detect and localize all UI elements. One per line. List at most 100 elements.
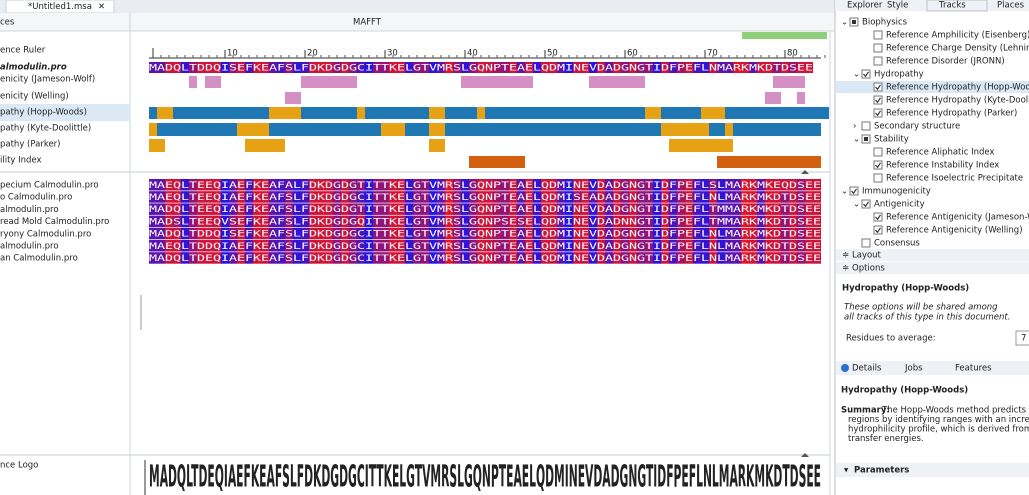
checkbox[interactable]: [873, 173, 883, 183]
tree-label[interactable]: Reference Antigenicity (Jameson-Wolf): [886, 213, 1029, 223]
tab-title[interactable]: *Untitled1.msa: [28, 2, 92, 12]
residue-cell: [557, 179, 565, 191]
scroll-overview[interactable]: [742, 32, 827, 39]
side-tab[interactable]: Tracks: [938, 1, 966, 11]
checkbox[interactable]: [873, 95, 883, 105]
tree-expander[interactable]: ⌄: [853, 200, 860, 210]
residue-cell: [429, 252, 437, 264]
details-tab[interactable]: Features: [955, 364, 992, 374]
residue-cell: [437, 203, 445, 215]
tree-label[interactable]: Consensus: [874, 239, 920, 249]
residue-cell: [261, 191, 269, 203]
residue-cell: [741, 215, 749, 228]
section-title[interactable]: Options: [852, 264, 885, 274]
track-segment: [461, 76, 533, 88]
sequence: MADQLTEEQIAEFKEAFSLFDKDGDGTITTKELGTVMRSL…: [149, 205, 821, 215]
checkbox[interactable]: [873, 43, 883, 53]
residue-cell: [485, 203, 493, 215]
tree-label[interactable]: Reference Amphilicity (Eisenberg): [886, 31, 1029, 41]
residue-cell: [701, 252, 709, 264]
track-name: ence Ruler: [0, 46, 46, 56]
tree-label[interactable]: Reference Hydropathy (Hopp-Woods): [886, 83, 1029, 93]
checkbox[interactable]: [861, 199, 871, 209]
residue-cell: [493, 62, 501, 73]
tree-expander[interactable]: ⌄: [841, 18, 848, 28]
checkbox[interactable]: [873, 160, 883, 170]
residue-cell: [581, 215, 589, 228]
residue-cell: [221, 62, 229, 73]
tree-label[interactable]: Reference Isoelectric Precipitate: [886, 174, 1023, 184]
residue-cell: [685, 179, 693, 191]
tree-label[interactable]: Reference Charge Density (Lehninger): [886, 44, 1029, 54]
options-note: These options will be shared among: [844, 303, 998, 313]
tree-label[interactable]: Reference Antigenicity (Welling): [886, 226, 1023, 236]
tree-label[interactable]: Reference Instability Index: [886, 161, 999, 171]
residue-cell: [693, 203, 701, 215]
tree-label[interactable]: Stability: [874, 135, 909, 145]
checkbox[interactable]: [861, 69, 871, 79]
side-tab[interactable]: Places: [997, 1, 1025, 11]
residue-cell: [677, 240, 685, 252]
tab-close[interactable]: ✕: [98, 2, 105, 12]
residue-cell: [165, 62, 173, 73]
section-title[interactable]: Layout: [852, 251, 882, 261]
parameters-title[interactable]: Parameters: [854, 466, 909, 476]
residue-cell: [509, 203, 517, 215]
residue-cell: [581, 179, 589, 191]
residue-cell: [461, 215, 469, 228]
residue-cell: [797, 62, 805, 73]
checkbox[interactable]: [873, 147, 883, 157]
residue-cell: [245, 215, 253, 228]
tree-label[interactable]: Reference Hydropathy (Kyte-Doolittle): [886, 96, 1029, 106]
option-value[interactable]: 7: [1021, 334, 1026, 344]
pane-handle[interactable]: [801, 170, 809, 174]
tree-expander[interactable]: ›: [853, 122, 856, 132]
tree-label[interactable]: Immunogenicity: [862, 187, 931, 197]
track-name: enicity (Jameson-Wolf): [0, 75, 95, 85]
details-tab[interactable]: Jobs: [904, 364, 923, 374]
residue-cell: [421, 252, 429, 264]
side-tab[interactable]: Explorer: [847, 1, 883, 11]
checkbox[interactable]: [849, 186, 859, 196]
track-name: nce Logo: [0, 461, 38, 471]
tree-label[interactable]: Secondary structure: [874, 122, 960, 132]
tree-expander[interactable]: ⌄: [853, 70, 860, 80]
checkbox[interactable]: [873, 30, 883, 40]
residue-cell: [461, 191, 469, 203]
residue-cell: [341, 62, 349, 73]
residue-cell: [749, 240, 757, 252]
checkbox[interactable]: [873, 108, 883, 118]
details-tab[interactable]: Details: [852, 364, 882, 374]
residue-cell: [157, 203, 165, 215]
tree-label[interactable]: Antigenicity: [874, 200, 925, 210]
residue-cell: [429, 203, 437, 215]
track-segment: [189, 76, 197, 88]
track-segment: [797, 92, 805, 104]
residue-cell: [469, 62, 477, 73]
tree-label[interactable]: Hydropathy: [874, 70, 924, 80]
checkbox[interactable]: [873, 212, 883, 222]
residue-cell: [341, 227, 349, 240]
residue-cell: [365, 203, 373, 215]
checkbox[interactable]: [861, 238, 871, 248]
checkbox[interactable]: [861, 121, 871, 131]
tree-label[interactable]: Reference Hydropathy (Parker): [886, 109, 1017, 119]
residue-cell: [269, 203, 277, 215]
tree-label[interactable]: Reference Aliphatic Index: [886, 148, 995, 158]
tree-label[interactable]: Reference Disorder (JRONN): [886, 57, 1005, 67]
checkbox[interactable]: [873, 225, 883, 235]
details-title: Hydropathy (Hopp-Woods): [841, 386, 968, 396]
residue-cell: [661, 240, 669, 252]
residue-cell: [397, 203, 405, 215]
checkbox[interactable]: [873, 56, 883, 66]
tree-expander[interactable]: ⌄: [853, 135, 860, 145]
side-tab[interactable]: Style: [887, 1, 908, 11]
pane-handle[interactable]: [801, 453, 809, 457]
option-input[interactable]: [1015, 330, 1029, 346]
tree-label[interactable]: Biophysics: [862, 18, 908, 28]
residue-cell: [325, 240, 333, 252]
checkbox[interactable]: [873, 82, 883, 92]
residue-cell: [253, 203, 261, 215]
residue-cell: [565, 252, 573, 264]
tree-expander[interactable]: ⌄: [841, 187, 848, 197]
